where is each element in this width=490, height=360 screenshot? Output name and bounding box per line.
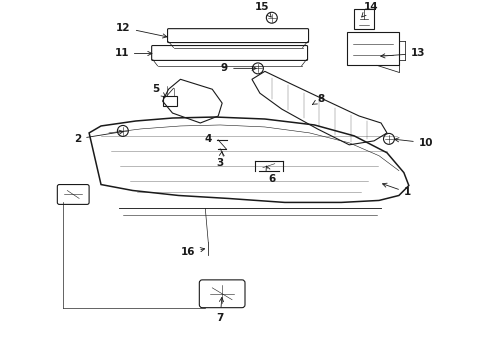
Text: 4: 4 xyxy=(204,134,212,144)
Text: 14: 14 xyxy=(362,2,378,17)
Text: 16: 16 xyxy=(181,247,205,257)
Bar xyxy=(354,9,374,29)
Bar xyxy=(163,96,177,106)
Text: 10: 10 xyxy=(394,138,433,148)
Text: 9: 9 xyxy=(221,63,256,73)
Text: 12: 12 xyxy=(116,23,167,38)
Text: 2: 2 xyxy=(74,130,123,144)
Bar xyxy=(347,32,399,66)
Text: 8: 8 xyxy=(313,94,325,104)
Text: 5: 5 xyxy=(152,84,166,97)
Text: 6: 6 xyxy=(266,166,275,184)
Text: 15: 15 xyxy=(255,2,271,17)
Text: 13: 13 xyxy=(381,49,425,58)
Text: 3: 3 xyxy=(217,152,224,168)
Text: 7: 7 xyxy=(217,297,224,323)
Text: 1: 1 xyxy=(383,183,411,198)
Text: 11: 11 xyxy=(114,49,152,58)
